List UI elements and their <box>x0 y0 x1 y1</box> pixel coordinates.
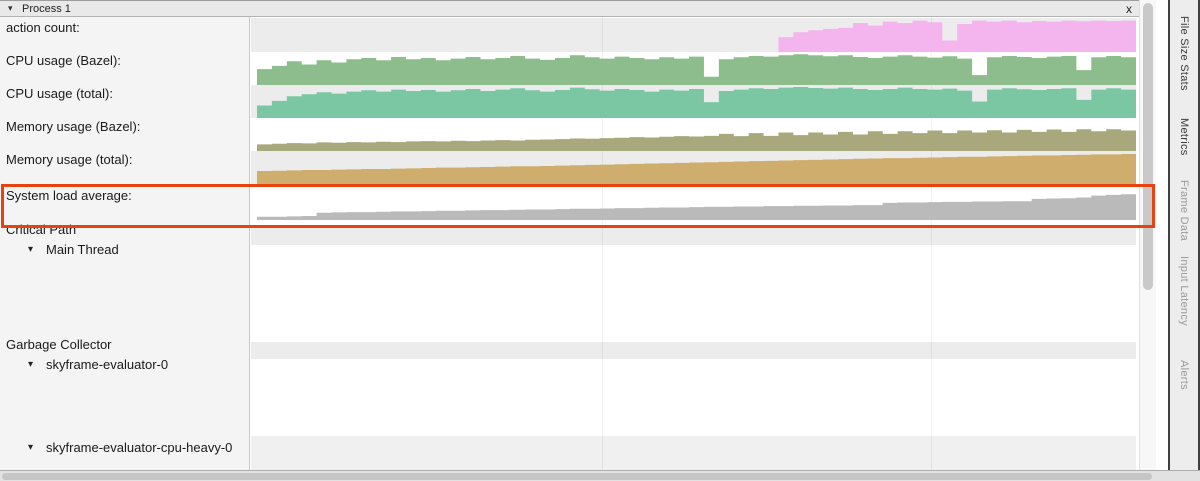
track-row-background <box>251 228 1136 245</box>
collapse-thread-icon[interactable]: ▾ <box>28 359 34 370</box>
row-label-action-count: action count: <box>6 20 80 35</box>
area-chart-action-count[interactable] <box>257 19 1136 52</box>
row-label-main-thread[interactable]: ▾ Main Thread <box>28 242 119 257</box>
horizontal-scrollbar-thumb[interactable] <box>2 473 1152 480</box>
row-label-skyframe-evaluator-0[interactable]: ▾ skyframe-evaluator-0 <box>28 357 169 372</box>
horizontal-scrollbar[interactable] <box>0 470 1200 481</box>
row-label-memory-usage-total: Memory usage (total): <box>6 152 133 167</box>
collapse-thread-icon[interactable]: ▾ <box>28 244 34 255</box>
track-label-column <box>0 17 250 470</box>
tab-frame-data[interactable]: Frame Data <box>1178 180 1190 242</box>
vertical-scrollbar[interactable] <box>1139 0 1156 470</box>
process-title: Process 1 <box>22 3 71 15</box>
row-label-skyframe-evaluator-cpu-heavy-0[interactable]: ▾ skyframe-evaluator-cpu-heavy-0 <box>28 440 233 455</box>
collapse-process-icon[interactable]: ▾ <box>8 3 13 13</box>
row-label-memory-usage-bazel: Memory usage (Bazel): <box>6 119 141 134</box>
tab-file-size-stats[interactable]: File Size Stats <box>1178 16 1190 91</box>
tab-metrics[interactable]: Metrics <box>1178 118 1190 156</box>
time-gridline <box>602 17 603 470</box>
row-label-cpu-usage-bazel: CPU usage (Bazel): <box>6 53 121 68</box>
track-row-background <box>251 359 1136 436</box>
row-label-system-load-average: System load average: <box>6 188 132 203</box>
track-row-background <box>251 436 1136 470</box>
area-chart-mem-bazel[interactable] <box>257 118 1136 151</box>
close-process-button[interactable]: x <box>1126 2 1132 16</box>
area-chart-cpu-bazel[interactable] <box>257 52 1136 85</box>
track-row-background <box>251 245 1136 342</box>
area-chart-mem-total[interactable] <box>257 152 1136 186</box>
collapse-thread-icon[interactable]: ▾ <box>28 442 34 453</box>
track-row-background <box>251 342 1136 359</box>
tab-input-latency[interactable]: Input Latency <box>1178 256 1190 326</box>
area-chart-cpu-total[interactable] <box>257 85 1136 118</box>
right-tab-rail: File Size Stats Metrics Frame Data Input… <box>1168 0 1200 470</box>
row-label-cpu-usage-total: CPU usage (total): <box>6 86 113 101</box>
time-gridline <box>931 17 932 470</box>
row-label-critical-path: Critical Path <box>6 222 77 237</box>
process-group-header[interactable]: ▾ Process 1 x <box>0 0 1139 17</box>
row-label-garbage-collector: Garbage Collector <box>6 337 112 352</box>
vertical-scrollbar-thumb[interactable] <box>1143 3 1153 290</box>
tab-alerts[interactable]: Alerts <box>1178 360 1190 390</box>
area-chart-sys-load[interactable] <box>257 187 1136 220</box>
